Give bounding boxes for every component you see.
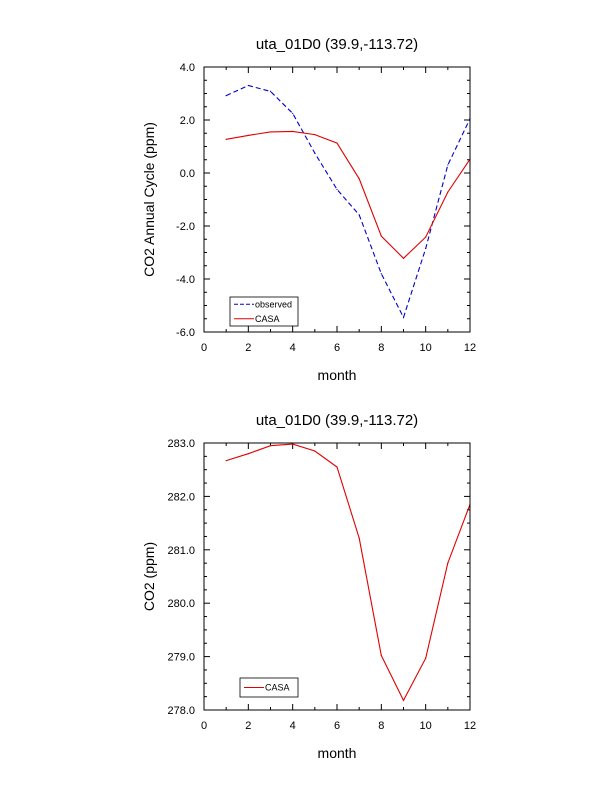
y-tick-label: -2.0 — [176, 221, 195, 233]
x-axis-label: month — [318, 367, 357, 383]
y-axis-label: CO2 (ppm) — [141, 542, 157, 611]
chart-panel-1: uta_01D0 (39.9,-113.72) month CO2 Annual C… — [141, 36, 476, 383]
data-point — [247, 84, 249, 87]
series-line-casa — [226, 130, 471, 260]
plot-frame — [203, 66, 471, 333]
y-tick-label: 282.0 — [167, 491, 195, 503]
legend-box — [239, 677, 299, 698]
legend-label-casa: CASA — [265, 683, 290, 693]
x-tick-label: 8 — [378, 342, 384, 354]
y-tick-label: 279.0 — [167, 652, 195, 664]
data-point — [447, 191, 449, 193]
data-point — [225, 138, 227, 140]
x-tick-label: 8 — [378, 720, 384, 732]
y-tick-label: 278.0 — [167, 705, 195, 717]
data-point — [292, 130, 294, 132]
data-point — [380, 273, 382, 275]
data-point — [314, 450, 316, 452]
y-tick-label: 283.0 — [167, 438, 195, 450]
plot-frame — [203, 442, 471, 711]
x-tick-label: 2 — [245, 342, 251, 354]
x-axis-label: month — [318, 745, 357, 761]
x-tick-label: 0 — [201, 342, 207, 354]
y-tick-label: 2.0 — [180, 115, 195, 127]
data-point — [358, 178, 360, 180]
y-tick-label: 4.0 — [180, 62, 195, 74]
series-line-observed — [225, 84, 471, 319]
x-tick-label: 10 — [420, 342, 432, 354]
legend: observed CASA — [229, 296, 299, 327]
data-point — [336, 466, 338, 468]
data-point — [269, 131, 272, 133]
x-tick-label: 10 — [420, 720, 432, 732]
data-point — [425, 247, 427, 250]
x-tick-label: 4 — [290, 342, 296, 354]
data-point — [225, 95, 227, 97]
data-point — [447, 164, 449, 166]
x-tick-label: 2 — [245, 720, 251, 732]
x-tick-label: 12 — [464, 342, 476, 354]
data-point — [402, 699, 405, 701]
data-point — [247, 453, 249, 455]
legend: CASA — [239, 677, 299, 698]
legend-label-casa: CASA — [255, 314, 280, 324]
data-point — [447, 562, 449, 564]
series-line-casa — [226, 443, 471, 702]
data-point — [269, 445, 272, 447]
data-point — [314, 152, 316, 154]
x-tick-label: 6 — [334, 342, 340, 354]
chart-panel-2: uta_01D0 (39.9,-113.72) month CO2 (ppm) 0 2 4… — [141, 412, 476, 761]
y-tick-label: 281.0 — [167, 545, 195, 557]
y-tick-label: 280.0 — [167, 598, 195, 610]
legend-box — [229, 296, 299, 327]
data-point — [425, 657, 427, 659]
x-tick-label: 6 — [334, 720, 340, 732]
x-tick-label: 4 — [290, 720, 296, 732]
y-tick-label: 0.0 — [180, 168, 195, 180]
chart-title: uta_01D0 (39.9,-113.72) — [256, 412, 418, 429]
data-point — [225, 460, 227, 462]
data-point — [336, 188, 338, 191]
data-point — [269, 90, 272, 92]
data-point — [380, 235, 382, 237]
data-point — [358, 537, 360, 539]
x-tick-label: 0 — [201, 720, 207, 732]
y-tick-label: -4.0 — [176, 274, 195, 286]
data-point — [292, 112, 294, 114]
data-point — [336, 142, 338, 144]
data-point — [292, 443, 294, 445]
data-point — [314, 133, 316, 136]
chart-title: uta_01D0 (39.9,-113.72) — [256, 36, 418, 53]
data-point — [380, 654, 382, 657]
x-tick-label: 12 — [464, 720, 476, 732]
data-point — [402, 257, 405, 259]
data-point — [402, 316, 405, 319]
y-tick-label: -6.0 — [176, 327, 195, 339]
legend-label-observed: observed — [255, 299, 292, 309]
data-point — [358, 214, 360, 216]
y-axis-label: CO2 Annual Cycle (ppm) — [141, 122, 157, 277]
data-point — [247, 134, 249, 136]
data-point — [425, 236, 427, 238]
